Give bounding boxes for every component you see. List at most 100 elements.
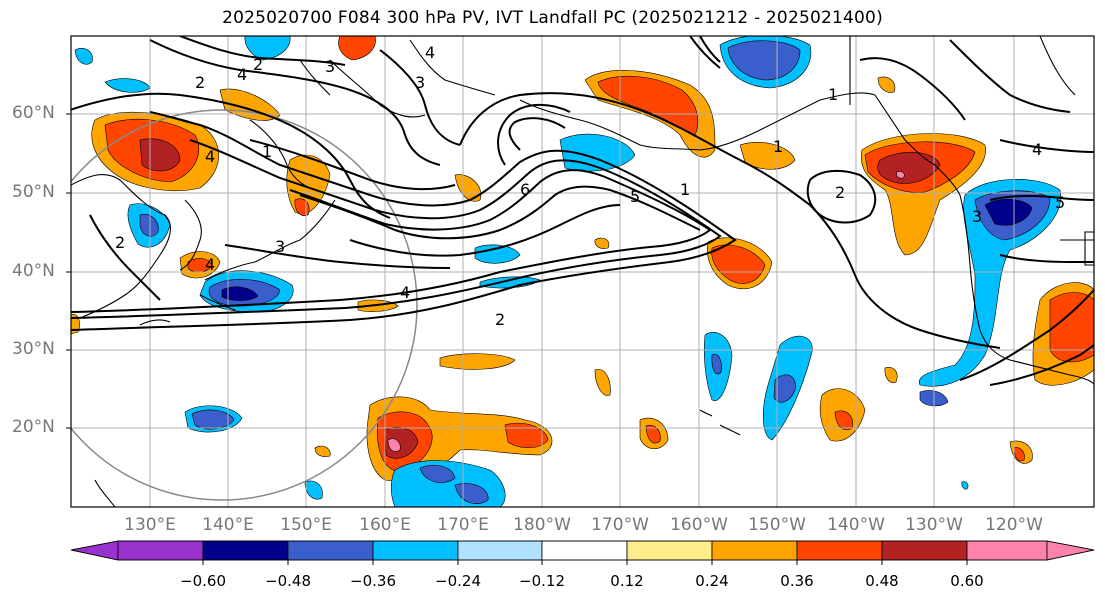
colorbar-swatch <box>796 540 883 561</box>
cold-anomaly <box>419 465 456 483</box>
colorbar-tick-label: 0.36 <box>780 572 814 590</box>
cold-anomaly <box>984 199 1033 226</box>
contour-label: 4 <box>205 255 215 274</box>
colorbar-tick-label: −0.48 <box>265 572 311 590</box>
ivt-contours <box>71 36 1094 386</box>
warm-anomaly <box>338 36 376 61</box>
lat-label: 60°N <box>12 103 55 123</box>
warm-anomaly <box>314 445 331 457</box>
contour-label: 2 <box>835 183 845 202</box>
warm-anomaly <box>877 76 896 93</box>
cold-anomaly <box>139 214 159 237</box>
contour-label: 1 <box>680 180 690 199</box>
colorbar-tick-label: −0.12 <box>519 572 565 590</box>
warm-anomaly <box>1049 292 1094 363</box>
warm-anomaly <box>884 367 898 383</box>
contour-label: 2 <box>495 310 505 329</box>
map-title: 2025020700 F084 300 hPa PV, IVT Landfall… <box>222 8 883 28</box>
contour-label: 3 <box>972 207 982 226</box>
cold-anomaly <box>727 40 801 81</box>
contour-label: 5 <box>1055 193 1065 212</box>
cold-anomaly <box>479 276 541 289</box>
contour-label: 3 <box>325 57 335 76</box>
lon-label: 150°E <box>280 515 332 535</box>
contour-label: 4 <box>1032 140 1042 159</box>
warm-anomaly <box>387 438 401 452</box>
contour-label: 4 <box>237 65 247 84</box>
contour-label: 4 <box>425 43 435 62</box>
lon-label: 170°W <box>591 515 649 535</box>
lon-label: 130°W <box>905 515 963 535</box>
cold-anomaly <box>304 480 323 500</box>
warm-anomaly <box>594 369 611 396</box>
colorbar-swatch <box>711 540 798 561</box>
contour-label: 1 <box>773 137 783 156</box>
contour-label: 6 <box>520 180 530 199</box>
cold-anomaly <box>711 354 722 375</box>
colorbar-tick-label: 0.24 <box>695 572 729 590</box>
warm-anomaly <box>219 88 281 121</box>
colorbar-swatch <box>881 540 968 561</box>
colorbar-tick-label: 0.60 <box>950 572 984 590</box>
colorbar-swatch <box>626 540 713 561</box>
contour-label: 2 <box>195 73 205 92</box>
lon-label: 140°E <box>202 515 254 535</box>
warm-anomaly <box>645 425 661 444</box>
colorbar-swatch <box>117 540 204 561</box>
warm-anomaly <box>711 244 766 284</box>
lat-label: 40°N <box>12 261 55 281</box>
cold-anomaly <box>244 36 291 61</box>
contour-label: 2 <box>115 233 125 252</box>
warm-anomaly <box>187 258 213 273</box>
cold-anomaly <box>961 481 969 490</box>
colorbar-swatch <box>966 540 1048 561</box>
contour-label: 2 <box>253 55 263 74</box>
contour-label: 4 <box>400 283 410 302</box>
cold-anomaly <box>773 374 796 403</box>
coastlines <box>71 36 1094 507</box>
axis-ticks <box>66 113 71 429</box>
lon-label: 170°E <box>437 515 489 535</box>
contour-label-group: 2 4 2 3 4 3 4 1 1 6 5 1 2 1 3 2 4 4 5 3 … <box>115 43 1065 329</box>
lat-label: 50°N <box>12 182 55 202</box>
cold-anomaly <box>74 48 93 65</box>
contour-label: 1 <box>262 142 272 161</box>
warm-anomaly <box>1013 447 1025 462</box>
colorbar <box>70 540 1095 561</box>
colorbar-swatch <box>372 540 459 561</box>
lon-label: 150°W <box>748 515 806 535</box>
lon-label: 140°W <box>827 515 885 535</box>
warm-anomaly <box>594 237 610 249</box>
colorbar-tick-label: 0.12 <box>610 572 644 590</box>
colorbar-ticks <box>202 560 968 565</box>
warm-anomaly <box>504 422 549 449</box>
lat-label: 30°N <box>12 339 55 359</box>
warm-anomaly <box>454 174 482 202</box>
lat-label: 20°N <box>12 417 55 437</box>
colorbar-tick-label: −0.24 <box>435 572 481 590</box>
colorbar-swatch <box>202 540 289 561</box>
warm-anomaly <box>896 171 905 179</box>
lon-label: 120°W <box>985 515 1043 535</box>
contour-label: 5 <box>630 187 640 206</box>
colorbar-tick-label: 0.48 <box>865 572 899 590</box>
warm-anomaly <box>877 151 941 184</box>
colorbar-tick-label: −0.36 <box>350 572 396 590</box>
lon-label: 160°W <box>670 515 728 535</box>
lon-label: 130°E <box>124 515 176 535</box>
colorbar-swatch <box>457 540 543 561</box>
contour-label: 4 <box>205 147 215 166</box>
colorbar-swatch <box>70 540 119 561</box>
lon-label: 180°W <box>513 515 571 535</box>
cold-anomaly <box>474 244 521 264</box>
graticule <box>71 36 1094 507</box>
contour-label: 3 <box>415 73 425 92</box>
warm-anomaly <box>739 142 796 170</box>
colorbar-swatch <box>287 540 374 561</box>
colorbar-tick-label: −0.60 <box>180 572 226 590</box>
contour-label: 1 <box>828 85 838 104</box>
lon-label: 160°E <box>359 515 411 535</box>
colorbar-swatch <box>541 540 628 561</box>
colorbar-swatch <box>1046 540 1095 561</box>
